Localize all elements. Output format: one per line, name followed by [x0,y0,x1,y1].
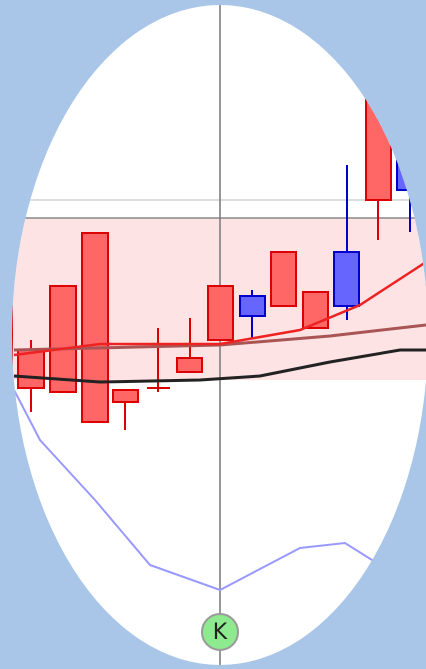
candle-body [270,251,297,307]
candle-body [176,357,203,373]
candle-body [333,251,360,307]
candle-body [207,285,234,341]
marker-circle[interactable] [201,613,239,651]
candle-body [49,285,77,393]
lower-line [13,389,381,592]
trend-line [13,348,426,384]
slow-average [13,323,426,352]
candle-body [239,295,266,317]
candles [12,89,418,430]
candle-body [302,291,329,329]
candle-body [396,154,418,191]
candle-body [112,389,139,403]
candle-body [17,349,45,389]
candle-body [365,89,392,201]
marker-label: K [213,620,228,645]
candle-body [81,232,109,423]
fast-average [13,260,426,357]
